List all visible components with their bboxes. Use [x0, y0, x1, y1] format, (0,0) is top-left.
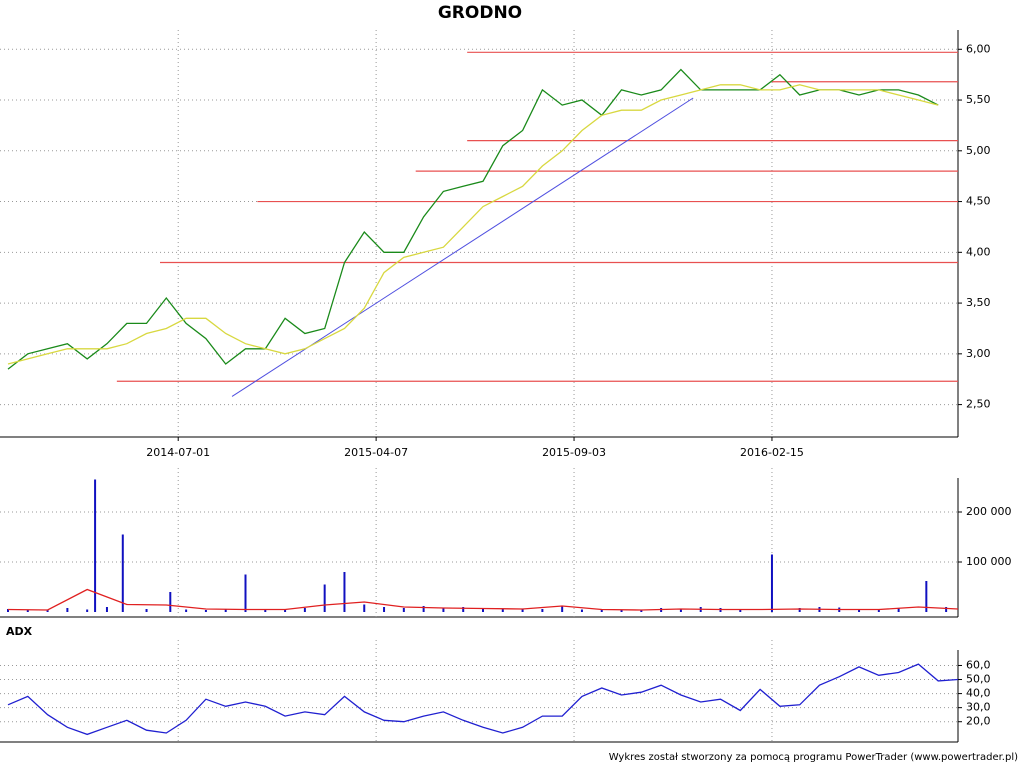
- y-tick-label: 2,50: [966, 398, 991, 411]
- y-tick-label: 3,00: [966, 347, 991, 360]
- y-tick-label: 4,00: [966, 245, 991, 258]
- y-tick-label: 40,0: [966, 687, 991, 700]
- chart-title: GRODNO: [438, 3, 522, 23]
- x-tick-label: 2015-09-03: [542, 446, 606, 459]
- panel-title: ADX: [6, 625, 33, 638]
- series-line: [7, 84, 939, 365]
- series-line: [7, 68, 939, 370]
- trend-line: [231, 97, 694, 397]
- footer: Wykres został stworzony za pomocą progra…: [609, 752, 1018, 763]
- y-tick-label: 6,00: [966, 42, 991, 55]
- series-line: [7, 588, 959, 611]
- y-tick-label: 100 000: [966, 555, 1012, 568]
- y-tick-label: 50,0: [966, 673, 991, 686]
- y-tick-label: 60,0: [966, 658, 991, 671]
- x-tick-label: 2016-02-15: [740, 446, 804, 459]
- y-tick-label: 200 000: [966, 505, 1012, 518]
- y-tick-label: 5,50: [966, 93, 991, 106]
- y-tick-label: 3,50: [966, 296, 991, 309]
- x-tick-label: 2015-04-07: [344, 446, 408, 459]
- series-line: [7, 663, 959, 736]
- y-tick-label: 30,0: [966, 701, 991, 714]
- y-tick-label: 4,50: [966, 195, 991, 208]
- x-tick-label: 2014-07-01: [146, 446, 210, 459]
- y-tick-label: 5,00: [966, 144, 991, 157]
- y-tick-label: 20,0: [966, 715, 991, 728]
